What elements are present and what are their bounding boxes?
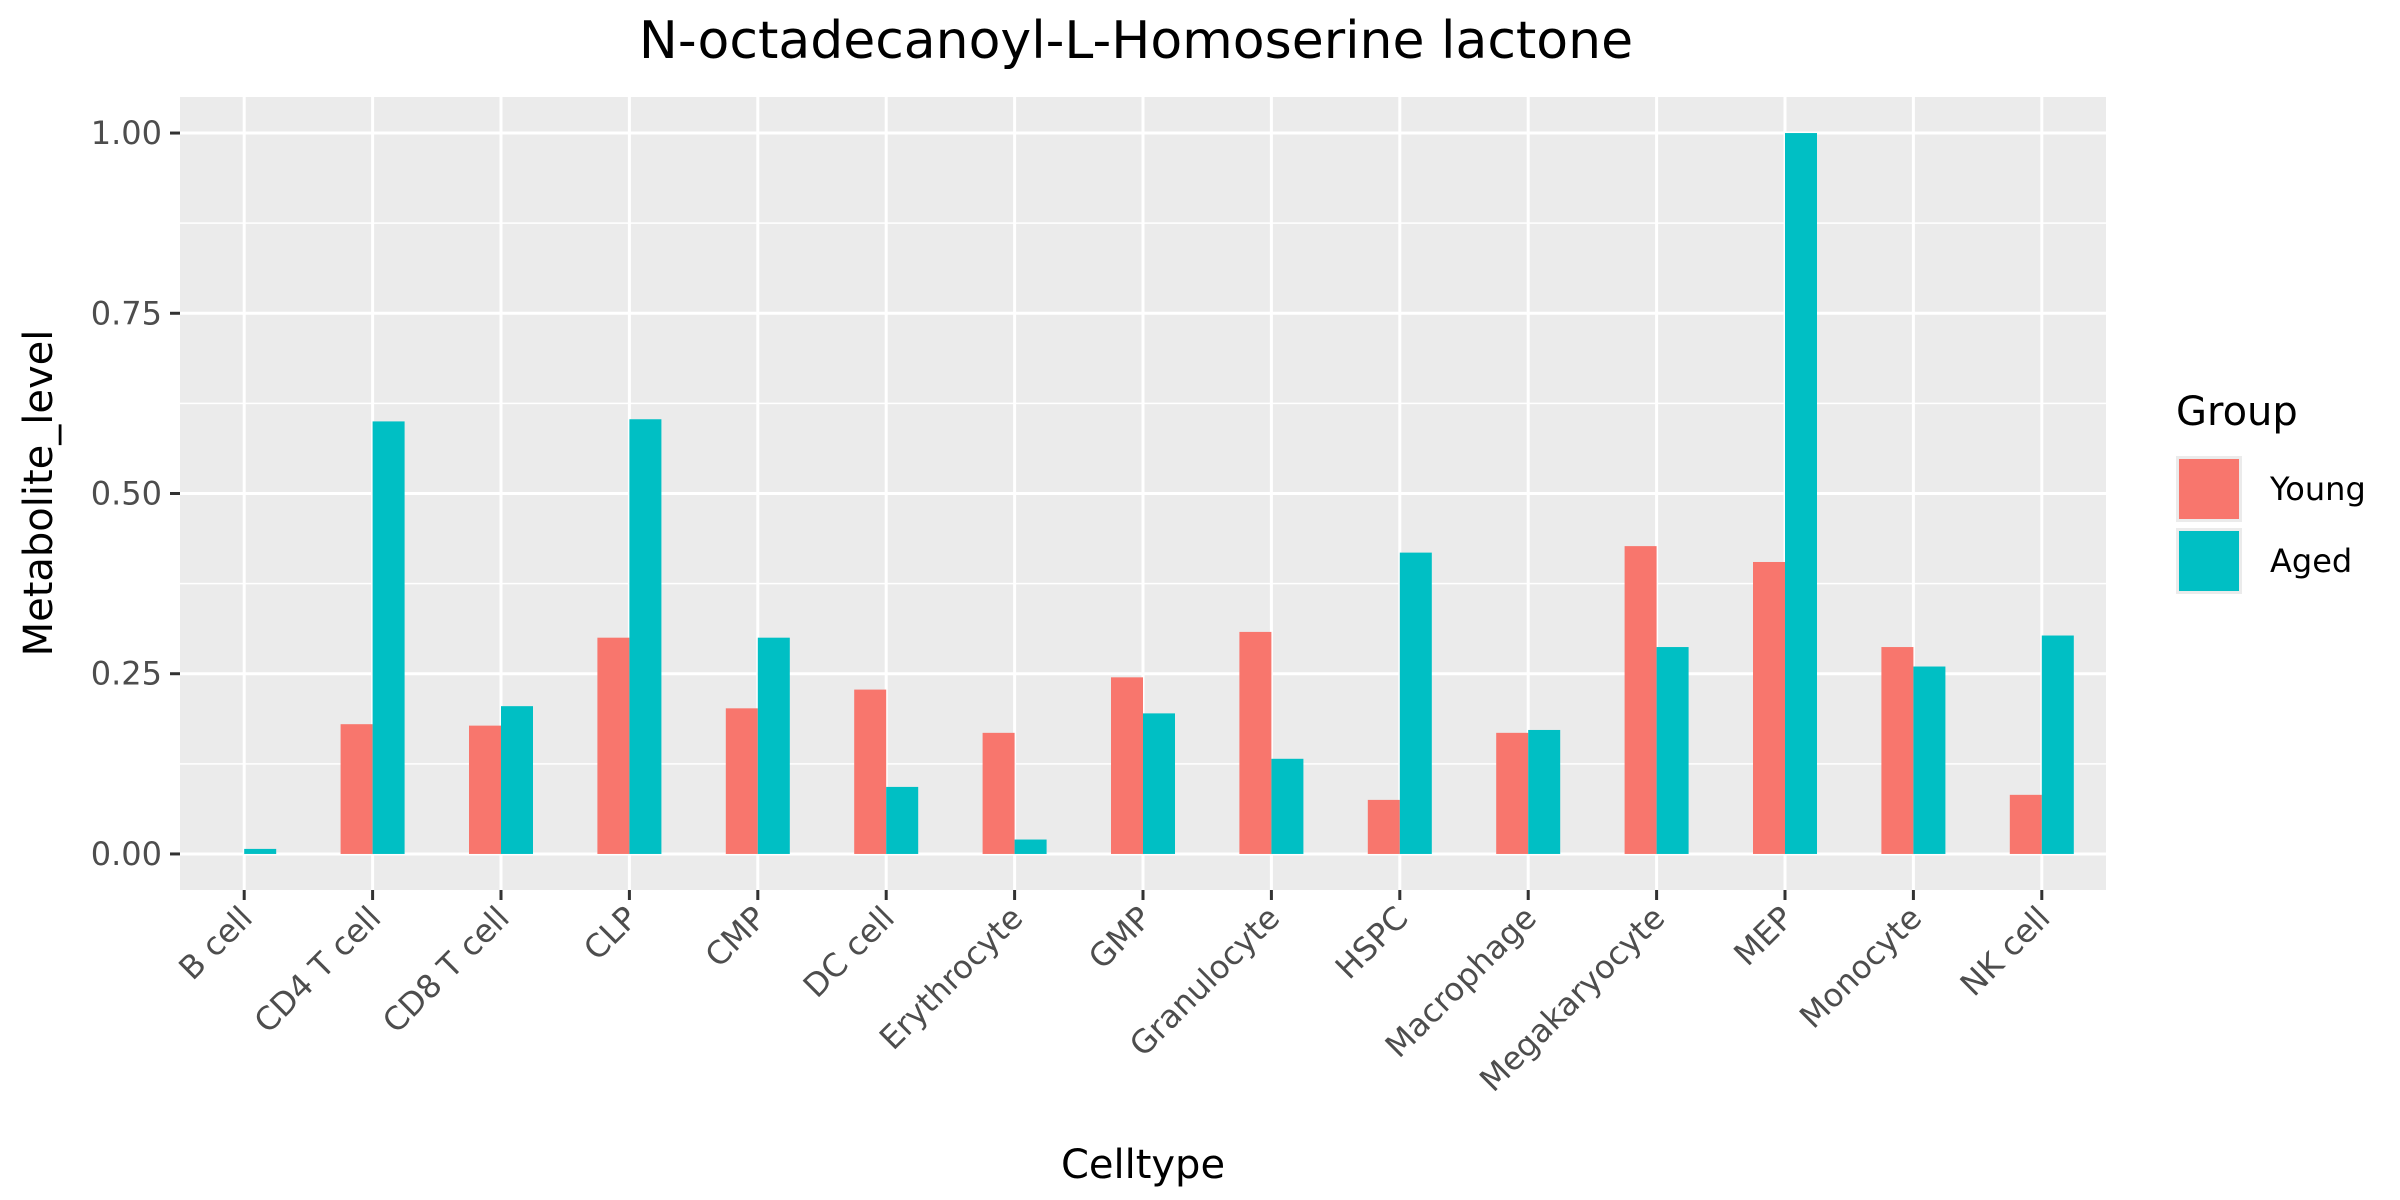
- y-axis: 0.00 0.25 0.50 0.75 1.00: [91, 114, 180, 873]
- bar-young-10: [1496, 732, 1529, 854]
- bar-aged-11: [1656, 647, 1689, 854]
- bar-young-9: [1367, 799, 1400, 854]
- y-tick-label: 0.00: [91, 835, 162, 873]
- x-axis-title: Celltype: [1061, 1142, 1225, 1188]
- bars: [244, 133, 2074, 854]
- bar-young-7: [1111, 677, 1143, 854]
- x-tick-label: CD8 T cell: [375, 899, 517, 1041]
- x-tick-label: GMP: [1081, 899, 1159, 977]
- bar-young-12: [1753, 561, 1785, 854]
- x-tick-label: NK cell: [1953, 899, 2058, 1004]
- bar-young-2: [469, 725, 501, 854]
- bar-aged-2: [501, 706, 533, 854]
- legend: Group Young Aged: [2176, 389, 2366, 594]
- x-tick-label: CLP: [576, 899, 645, 968]
- bar-aged-13: [1913, 666, 1946, 854]
- legend-title: Group: [2176, 389, 2298, 435]
- bar-aged-7: [1143, 713, 1175, 854]
- legend-key-young: [2179, 459, 2239, 519]
- bar-young-6: [982, 732, 1015, 854]
- legend-label-young: Young: [2269, 470, 2366, 508]
- bar-aged-4: [757, 637, 790, 854]
- bar-aged-10: [1528, 729, 1561, 854]
- bar-young-11: [1624, 546, 1657, 854]
- bar-aged-9: [1399, 552, 1432, 854]
- bar-young-13: [1881, 647, 1914, 854]
- x-tick-label: CMP: [698, 899, 774, 975]
- legend-label-aged: Aged: [2270, 542, 2352, 580]
- bar-aged-1: [372, 421, 405, 854]
- x-tick-label: DC cell: [796, 899, 902, 1005]
- bar-young-8: [1239, 631, 1272, 854]
- x-tick-label: HSPC: [1328, 899, 1416, 987]
- bar-young-5: [854, 689, 887, 854]
- bar-aged-5: [886, 786, 919, 854]
- x-tick-label: MEP: [1726, 899, 1800, 973]
- bar-young-14: [2009, 794, 2042, 854]
- chart-title: N-octadecanoyl-L-Homoserine lactone: [639, 11, 1633, 71]
- bar-aged-0: [244, 848, 277, 854]
- bar-young-1: [340, 724, 373, 854]
- x-tick-label: B cell: [171, 899, 260, 988]
- bar-aged-14: [2041, 635, 2074, 854]
- y-tick-label: 0.25: [91, 655, 162, 693]
- y-tick-label: 0.75: [91, 294, 162, 332]
- bar-aged-12: [1785, 133, 1817, 854]
- bar-aged-8: [1271, 758, 1304, 854]
- bar-young-3: [597, 637, 630, 854]
- bar-aged-6: [1014, 839, 1047, 854]
- y-tick-label: 1.00: [91, 114, 162, 152]
- y-axis-title: Metabolite_level: [16, 330, 62, 657]
- bar-young-4: [725, 708, 758, 854]
- x-tick-label: CD4 T cell: [247, 899, 389, 1041]
- bar-aged-3: [629, 419, 662, 854]
- x-tick-label: Monocyte: [1792, 899, 1929, 1036]
- y-tick-label: 0.50: [91, 475, 162, 513]
- legend-key-aged: [2179, 531, 2239, 591]
